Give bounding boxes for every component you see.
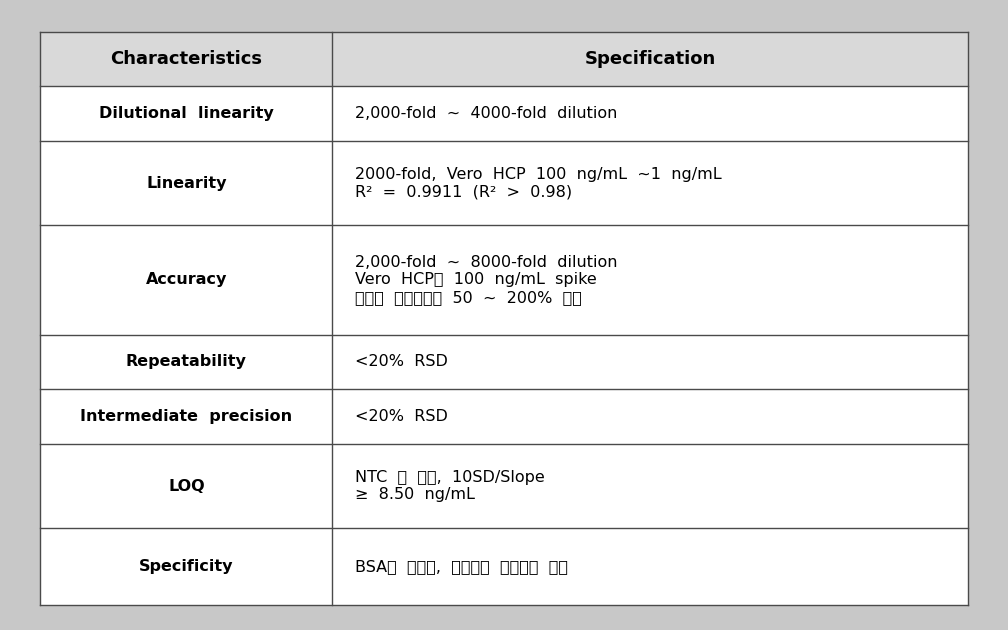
Text: R²  =  0.9911  (R²  >  0.98): R² = 0.9911 (R² > 0.98) bbox=[355, 185, 572, 200]
Bar bbox=[40, 32, 968, 86]
Text: BSA와  특이적,  차별화된  검출방법  검증: BSA와 특이적, 차별화된 검출방법 검증 bbox=[355, 559, 568, 574]
Text: <20%  RSD: <20% RSD bbox=[355, 354, 448, 369]
Text: ≥  8.50  ng/mL: ≥ 8.50 ng/mL bbox=[355, 488, 475, 503]
Text: Vero  HCP를  100  ng/mL  spike: Vero HCP를 100 ng/mL spike bbox=[355, 272, 597, 287]
Text: 2,000-fold  ~  8000-fold  dilution: 2,000-fold ~ 8000-fold dilution bbox=[355, 255, 617, 270]
Text: NTC  값  사용,  10SD/Slope: NTC 값 사용, 10SD/Slope bbox=[355, 469, 544, 484]
Text: Accuracy: Accuracy bbox=[146, 272, 227, 287]
Text: Dilutional  linearity: Dilutional linearity bbox=[99, 106, 274, 121]
Text: Repeatability: Repeatability bbox=[126, 354, 247, 369]
Text: <20%  RSD: <20% RSD bbox=[355, 409, 448, 424]
Text: 회수율  허용범위인  50  ~  200%  만족: 회수율 허용범위인 50 ~ 200% 만족 bbox=[355, 290, 582, 306]
Text: Intermediate  precision: Intermediate precision bbox=[81, 409, 292, 424]
Text: 2,000-fold  ~  4000-fold  dilution: 2,000-fold ~ 4000-fold dilution bbox=[355, 106, 617, 121]
Text: Specification: Specification bbox=[585, 50, 716, 68]
Text: LOQ: LOQ bbox=[168, 479, 205, 493]
Text: Linearity: Linearity bbox=[146, 176, 227, 190]
Text: Characteristics: Characteristics bbox=[111, 50, 262, 68]
Text: Specificity: Specificity bbox=[139, 559, 234, 574]
Text: 2000-fold,  Vero  HCP  100  ng/mL  ~1  ng/mL: 2000-fold, Vero HCP 100 ng/mL ~1 ng/mL bbox=[355, 166, 722, 181]
